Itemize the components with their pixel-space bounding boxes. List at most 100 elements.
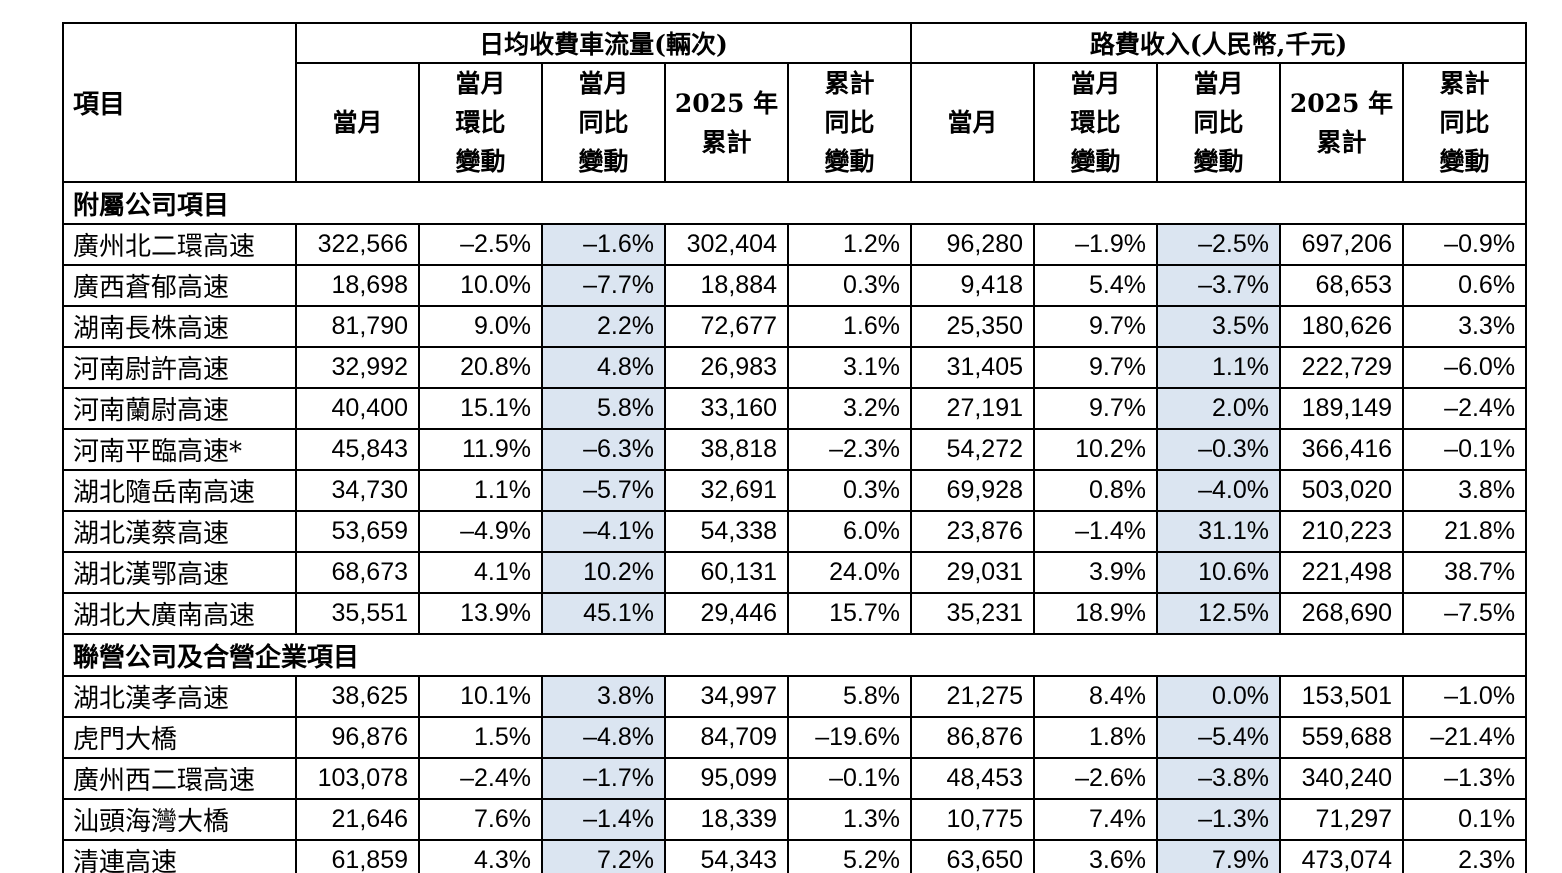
project-name: 湖北漢蔡高速 — [62, 510, 297, 553]
value-cell: 12.5% — [1156, 592, 1282, 635]
value-cell: 7.6% — [418, 798, 543, 841]
column-subheader: 當月 同比 變動 — [541, 62, 666, 183]
value-cell: 31.1% — [1156, 510, 1282, 553]
project-name: 湖北大廣南高速 — [62, 592, 297, 635]
project-row: 湖南長株高速 81,790 9.0% 2.2% 72,677 1.6% 25,350 9.7%… — [62, 305, 1528, 348]
value-cell: 3.8% — [541, 675, 666, 718]
column-subheader: 2025 年 累計 — [664, 62, 789, 183]
value-cell: 96,280 — [910, 223, 1036, 266]
value-cell: –2.5% — [1156, 223, 1282, 266]
value-cell: 35,231 — [910, 592, 1036, 635]
value-cell: –1.3% — [1156, 798, 1282, 841]
value-cell: 15.1% — [418, 387, 543, 430]
project-row: 河南蘭尉高速 40,400 15.1% 5.8% 33,160 3.2% 27,191 9.7… — [62, 387, 1528, 430]
value-cell: 9.7% — [1033, 387, 1159, 430]
value-cell: 3.5% — [1156, 305, 1282, 348]
project-name: 湖北漢孝高速 — [62, 675, 297, 718]
project-name: 湖北隨岳南高速 — [62, 469, 297, 512]
value-cell: 2.0% — [1156, 387, 1282, 430]
project-row: 汕頭海灣大橋 21,646 7.6% –1.4% 18,339 1.3% 10,775 7.4… — [62, 798, 1528, 841]
column-subheader: 2025 年 累計 — [1279, 62, 1405, 183]
project-name: 清連高速 — [62, 839, 297, 873]
value-cell: 189,149 — [1279, 387, 1405, 430]
column-subheader: 當月 — [295, 62, 420, 183]
value-cell: 4.8% — [541, 346, 666, 389]
value-cell: 61,859 — [295, 839, 420, 873]
value-cell: –1.4% — [1033, 510, 1159, 553]
value-cell: 86,876 — [910, 716, 1036, 759]
value-cell: 4.1% — [418, 551, 543, 594]
value-cell: 45.1% — [541, 592, 666, 635]
value-cell: 5.4% — [1033, 264, 1159, 307]
value-cell: 45,843 — [295, 428, 420, 471]
value-cell: 38.7% — [1402, 551, 1528, 594]
value-cell: –7.7% — [541, 264, 666, 307]
value-cell: 0.0% — [1156, 675, 1282, 718]
value-cell: 11.9% — [418, 428, 543, 471]
value-cell: –4.9% — [418, 510, 543, 553]
value-cell: –0.1% — [1402, 428, 1528, 471]
value-cell: 6.0% — [786, 510, 913, 553]
value-cell: 24.0% — [786, 551, 913, 594]
value-cell: 29,031 — [910, 551, 1036, 594]
value-cell: 7.4% — [1033, 798, 1159, 841]
value-cell: 10.1% — [418, 675, 543, 718]
project-name: 河南平臨高速* — [62, 428, 297, 471]
section-title: 聯營公司及合營企業項目 — [61, 633, 1528, 677]
value-cell: –1.0% — [1402, 675, 1528, 718]
value-cell: 1.8% — [1033, 716, 1159, 759]
project-row: 廣州北二環高速 322,566 –2.5% –1.6% 302,404 1.2% 96,28… — [62, 223, 1528, 266]
value-cell: 222,729 — [1279, 346, 1405, 389]
value-cell: 18.9% — [1033, 592, 1159, 635]
value-cell: 23,876 — [910, 510, 1036, 553]
value-cell: –1.4% — [541, 798, 666, 841]
project-row: 清連高速 61,859 4.3% 7.2% 54,343 5.2% 63,650 3.6% 7.… — [62, 839, 1528, 873]
value-cell: –19.6% — [786, 716, 913, 759]
traffic-group-header: 日均收費車流量(輛次) — [294, 22, 913, 64]
value-cell: 10.2% — [541, 551, 666, 594]
value-cell: –3.7% — [1156, 264, 1282, 307]
value-cell: 68,673 — [295, 551, 420, 594]
value-cell: 221,498 — [1279, 551, 1405, 594]
value-cell: 38,818 — [664, 428, 789, 471]
value-cell: 1.3% — [786, 798, 913, 841]
value-cell: 3.8% — [1402, 469, 1528, 512]
value-cell: 69,928 — [910, 469, 1036, 512]
value-cell: –21.4% — [1402, 716, 1528, 759]
value-cell: 96,876 — [295, 716, 420, 759]
value-cell: 26,983 — [664, 346, 789, 389]
value-cell: 53,659 — [295, 510, 420, 553]
column-subheader: 當月 環比 變動 — [418, 62, 543, 183]
value-cell: 1.6% — [786, 305, 913, 348]
column-subheader: 累計 同比 變動 — [786, 62, 913, 183]
value-cell: –4.8% — [541, 716, 666, 759]
revenue-group-header: 路費收入(人民幣,千元) — [910, 22, 1528, 64]
value-cell: 9.7% — [1033, 305, 1159, 348]
value-cell: 0.1% — [1402, 798, 1528, 841]
project-name: 廣州北二環高速 — [62, 223, 297, 266]
value-cell: –3.8% — [1156, 757, 1282, 800]
value-cell: 54,338 — [664, 510, 789, 553]
value-cell: –0.9% — [1402, 223, 1528, 266]
value-cell: 10,775 — [910, 798, 1036, 841]
toll-traffic-revenue-table: 項目 日均收費車流量(輛次) 路費收入(人民幣,千元) 當月 當月 環比 變動 當月… — [61, 22, 1528, 873]
group-header-row: 項目 日均收費車流量(輛次) 路費收入(人民幣,千元) — [62, 22, 1528, 183]
value-cell: –0.1% — [786, 757, 913, 800]
project-name: 湖北漢鄂高速 — [62, 551, 297, 594]
value-cell: 5.8% — [786, 675, 913, 718]
value-cell: 63,650 — [910, 839, 1036, 873]
value-cell: 18,884 — [664, 264, 789, 307]
project-row: 湖北漢蔡高速 53,659 –4.9% –4.1% 54,338 6.0% 23,876 –1… — [62, 510, 1528, 553]
project-row: 虎門大橋 96,876 1.5% –4.8% 84,709 –19.6% 86,876 1.8… — [62, 716, 1528, 759]
project-row: 湖北大廣南高速 35,551 13.9% 45.1% 29,446 15.7% 35,231… — [62, 592, 1528, 635]
value-cell: 9,418 — [910, 264, 1036, 307]
value-cell: 1.2% — [786, 223, 913, 266]
value-cell: 340,240 — [1279, 757, 1405, 800]
value-cell: –4.1% — [541, 510, 666, 553]
section-header-row: 附屬公司項目 — [61, 181, 1528, 225]
value-cell: 21,275 — [910, 675, 1036, 718]
value-cell: 25,350 — [910, 305, 1036, 348]
value-cell: 72,677 — [664, 305, 789, 348]
value-cell: 48,453 — [910, 757, 1036, 800]
value-cell: 32,992 — [295, 346, 420, 389]
